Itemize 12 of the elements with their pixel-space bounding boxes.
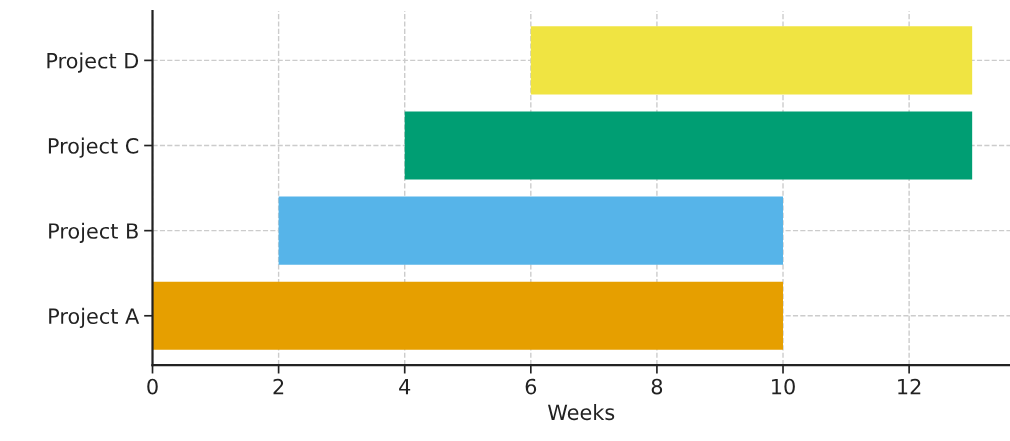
x-tick-label: 12 (898, 378, 921, 395)
x-tick-label: 4 (399, 378, 411, 395)
x-tick-label: 6 (525, 378, 537, 395)
x-tick-label: 10 (772, 378, 795, 395)
x-axis-title: Weeks (547, 404, 615, 421)
x-tick-label: 0 (147, 378, 158, 395)
x-tick-label: 8 (651, 378, 663, 395)
y-tick-label: Project A (49, 307, 140, 329)
y-tick-label: Project B (49, 222, 138, 243)
y-tick-label: Project D (47, 52, 139, 73)
x-tick-label: 2 (273, 378, 284, 395)
y-tick-label: Project C (48, 137, 139, 158)
